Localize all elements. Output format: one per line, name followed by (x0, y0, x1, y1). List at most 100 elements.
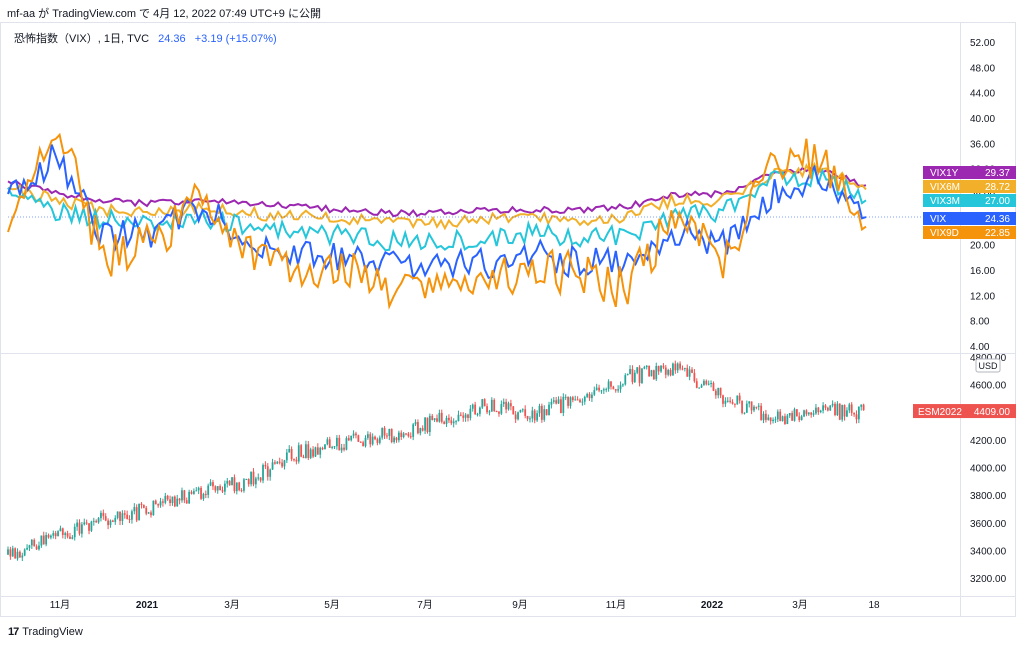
candle-body (76, 522, 79, 527)
candle-body (50, 535, 52, 538)
candle-body (178, 498, 181, 501)
candle-body (612, 386, 615, 390)
candle-body (307, 444, 310, 458)
candle-body (445, 417, 448, 424)
candle-body (562, 396, 565, 413)
badge-value: 28.72 (985, 182, 1010, 193)
candle-body (362, 442, 365, 447)
candle-body (383, 427, 386, 436)
y-tick-label: 3600.00 (970, 519, 1007, 530)
candle-body (448, 417, 450, 421)
candle-body (500, 404, 503, 414)
candle-body (297, 445, 300, 462)
candle-body (714, 390, 717, 396)
candle-body (793, 409, 796, 421)
candle-body (795, 409, 798, 417)
candle-body (555, 400, 558, 404)
candle-body (235, 482, 238, 492)
candle-body (641, 368, 643, 383)
x-tick-label: 2021 (136, 600, 159, 611)
candle-body (476, 413, 479, 415)
candle-body (183, 490, 186, 501)
candle-body (195, 490, 198, 492)
candle-body (741, 400, 743, 413)
candle-body (810, 412, 813, 415)
candle-body (197, 487, 200, 491)
candle-body (417, 422, 419, 434)
candle-body (469, 408, 472, 418)
candle-body (767, 417, 770, 420)
candle-body (481, 399, 484, 408)
candle-body (104, 516, 107, 521)
candle-body (431, 415, 434, 421)
candle-body (505, 401, 508, 410)
candle-body (593, 390, 596, 395)
candle-body (212, 482, 214, 487)
candle-body (319, 447, 322, 455)
candle-body (583, 396, 586, 402)
candle-body (119, 511, 121, 521)
candle-body (600, 390, 603, 392)
candle-body (357, 435, 360, 442)
candle-body (359, 441, 362, 443)
candle-body (202, 493, 205, 499)
x-tick-label: 3月 (224, 599, 240, 611)
candle-body (536, 413, 538, 421)
candle-body (648, 365, 651, 377)
x-tick-label: 5月 (324, 599, 340, 611)
candle-body (412, 424, 415, 437)
candle-body (188, 491, 191, 504)
candle-body (710, 383, 712, 385)
y-tick-label: 4200.00 (970, 436, 1007, 447)
candle-body (45, 535, 48, 545)
candle-body (564, 396, 567, 398)
candle-body (138, 503, 140, 521)
candle-body (831, 403, 834, 406)
badge-vix3m (923, 194, 1016, 207)
candle-body (760, 405, 763, 421)
publisher-line: mf-aa が TradingView.com で 4月 12, 2022 07… (7, 8, 321, 20)
symbol-label[interactable]: 恐怖指数（VIX）, 1日, TVC (14, 33, 150, 45)
candle-body (19, 551, 21, 558)
candle-body (650, 370, 653, 377)
candle-body (529, 418, 531, 420)
candle-body (517, 412, 519, 420)
candle-body (488, 411, 491, 413)
badge-vix (923, 212, 1016, 225)
candle-body (71, 537, 74, 539)
candle-body (386, 435, 388, 437)
candle-body (247, 479, 250, 485)
candle-body (857, 406, 860, 420)
candle-body (109, 520, 112, 526)
candle-body (66, 533, 69, 537)
badge-name: VIX3M (930, 196, 960, 207)
candle-body (64, 533, 67, 536)
candle-body (97, 518, 100, 523)
candle-body (519, 410, 522, 413)
x-tick-label: 2022 (701, 600, 724, 611)
footer-branding[interactable]: 17 TradingView (8, 626, 83, 638)
candle-body (154, 500, 157, 505)
candle-body (803, 410, 805, 417)
candle-body (738, 395, 741, 401)
y-tick-label: 4000.00 (970, 464, 1007, 475)
candle-body (533, 410, 536, 421)
candle-body (633, 372, 636, 383)
candle-body (755, 406, 758, 408)
candle-body (300, 445, 303, 457)
candle-body (688, 369, 691, 377)
candle-body (455, 421, 457, 423)
candle-body (424, 417, 426, 431)
candle-body (695, 381, 698, 388)
candle-body (438, 412, 441, 422)
candle-body (107, 520, 109, 526)
candle-body (364, 437, 367, 447)
candle-body (838, 403, 841, 420)
x-tick-label: 9月 (512, 599, 528, 611)
candle-body (657, 366, 660, 372)
candle-body (850, 404, 853, 413)
candle-body (314, 447, 317, 457)
candle-body (340, 447, 343, 451)
candle-body (140, 503, 143, 506)
